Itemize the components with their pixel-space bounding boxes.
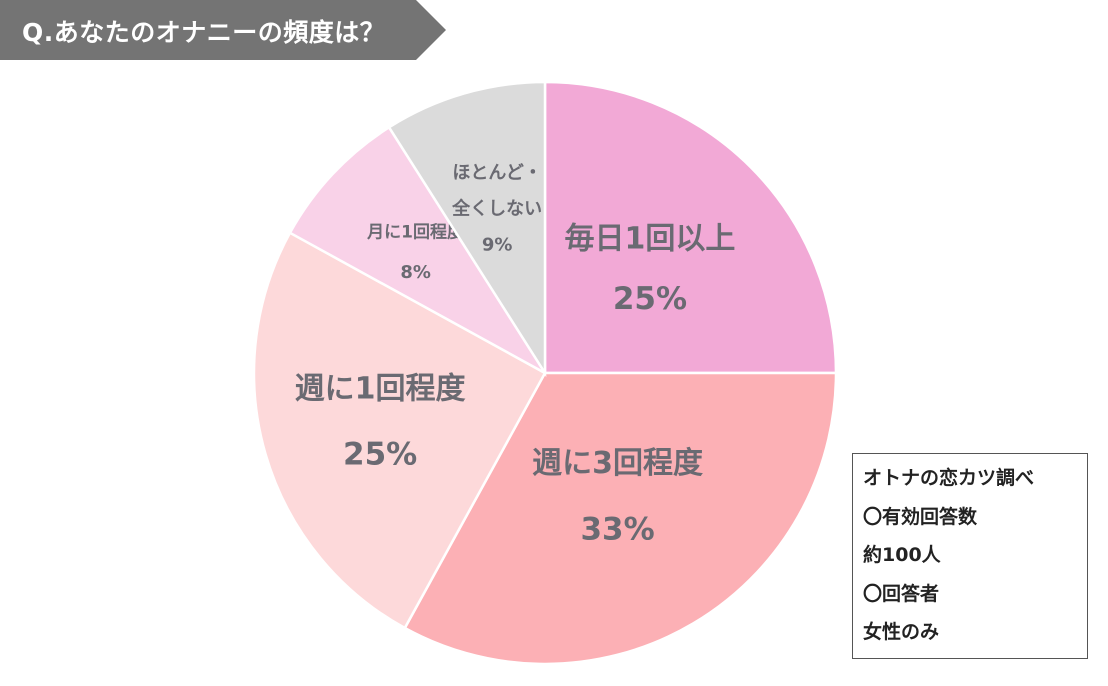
respondent-value: 女性のみ	[863, 621, 940, 643]
survey-info-box: オトナの恋カツ調べ 〇有効回答数 約100人 〇回答者 女性のみ	[852, 453, 1088, 659]
title-banner	[0, 0, 446, 60]
respondent-count-label: 〇有効回答数	[863, 505, 978, 528]
pie-slice	[403, 371, 838, 666]
slice-value-label: 33%	[580, 512, 654, 548]
slice-value-label: 25%	[343, 437, 417, 473]
pie-slice	[288, 125, 547, 375]
slice-value-label: 8%	[400, 262, 431, 283]
respondent-label: 〇回答者	[863, 582, 940, 605]
slice-category-label: ほとんど・全くしない	[451, 162, 542, 219]
slice-value-label: 25%	[613, 281, 687, 317]
slice-category-label: 毎日1回以上	[565, 222, 736, 257]
chart-title: Q.あなたのオナニーの頻度は？	[22, 18, 386, 47]
slice-category-label: 週に1回程度	[295, 371, 466, 406]
slice-category-label: 月に1回程度	[366, 221, 465, 242]
pie-slice	[252, 231, 547, 630]
survey-source: オトナの恋カツ調べ	[863, 467, 1035, 489]
pie-slice	[543, 80, 838, 375]
slice-value-label: 9%	[482, 234, 513, 255]
respondent-count-value: 約100人	[863, 544, 941, 566]
slice-category-label: 週に3回程度	[532, 446, 703, 481]
pie-slice	[387, 80, 547, 378]
